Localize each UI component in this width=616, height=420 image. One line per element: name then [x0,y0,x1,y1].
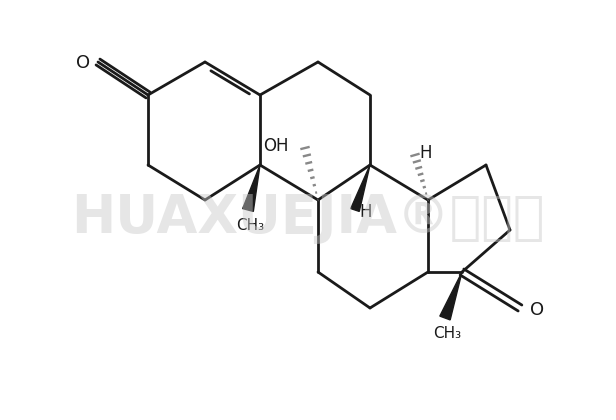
Text: OH: OH [264,137,289,155]
Text: CH₃: CH₃ [433,326,461,341]
Text: CH₃: CH₃ [236,218,264,233]
Text: O: O [530,301,544,319]
Text: HUAXUEJIA®化学加: HUAXUEJIA®化学加 [71,192,545,244]
Text: H: H [419,144,431,162]
Text: O: O [76,54,90,72]
Polygon shape [243,165,260,211]
Polygon shape [440,272,462,320]
Polygon shape [351,165,370,211]
Text: H: H [359,203,371,221]
